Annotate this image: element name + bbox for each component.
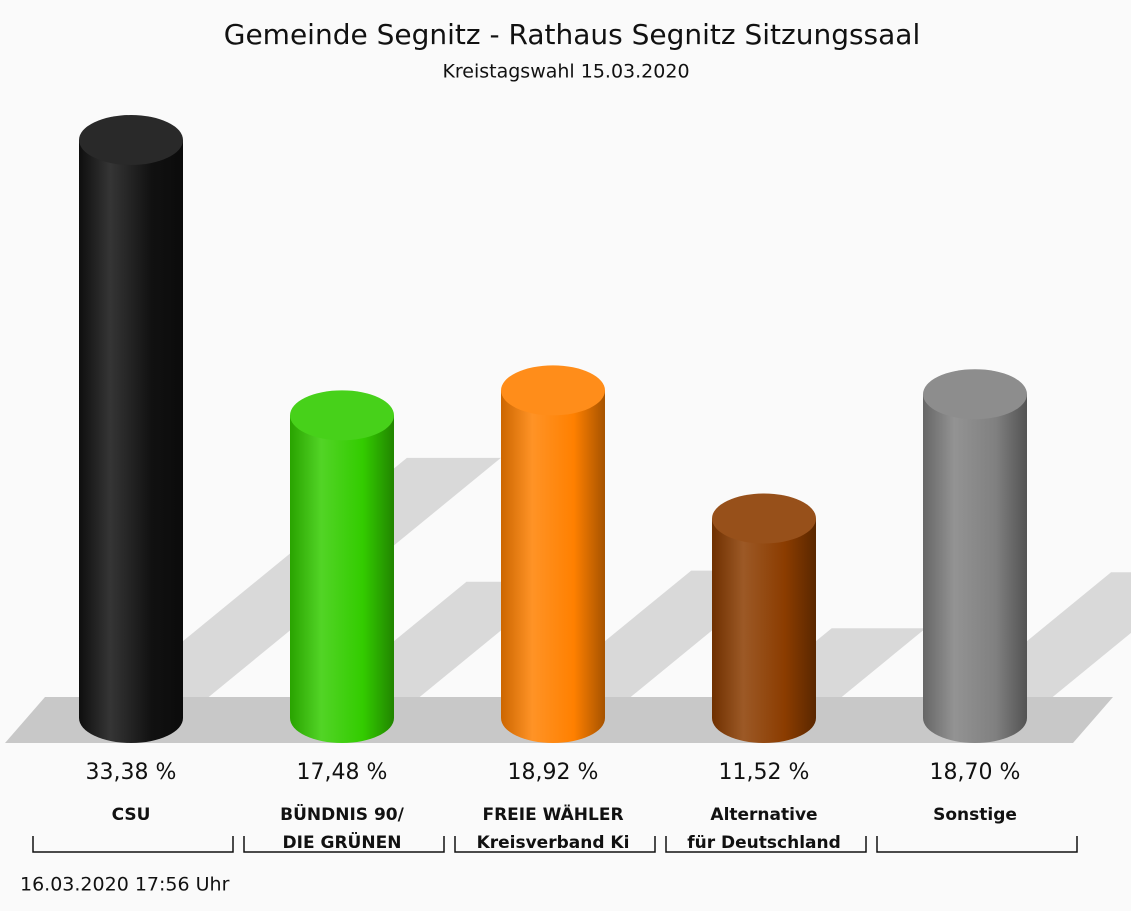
bar-top (290, 390, 394, 441)
chart-subtitle: Kreistagswahl 15.03.2020 (442, 61, 689, 83)
bar (923, 394, 1027, 743)
category-label: DIE GRÜNEN (283, 831, 402, 853)
category-bracket (665, 836, 867, 853)
bar (501, 390, 605, 743)
category-label: CSU (112, 805, 151, 825)
value-label: 18,92 % (508, 760, 599, 785)
chart-title: Gemeinde Segnitz - Rathaus Segnitz Sitzu… (224, 18, 921, 51)
category-label: Kreisverband Ki (477, 833, 630, 853)
bar (712, 518, 816, 743)
category-bracket (243, 836, 445, 853)
category-bracket (32, 836, 234, 853)
value-label: 11,52 % (719, 760, 810, 785)
bar-top (712, 493, 816, 544)
category-bracket (876, 836, 1078, 853)
category-label: für Deutschland (687, 833, 841, 853)
category-bracket (454, 836, 656, 853)
bar-top (923, 369, 1027, 420)
category-label: FREIE WÄHLER (482, 803, 623, 825)
category-label: Sonstige (933, 805, 1017, 825)
value-label: 18,70 % (930, 760, 1021, 785)
value-label: 33,38 % (86, 760, 177, 785)
bar (79, 140, 183, 743)
bar-top (501, 365, 605, 416)
category-label: Alternative (710, 805, 817, 825)
bar (290, 415, 394, 743)
footer: 16.03.2020 17:56 Uhr (20, 874, 230, 896)
value-label: 17,48 % (297, 760, 388, 785)
category-label: BÜNDNIS 90/ (280, 803, 404, 825)
bar-top (79, 115, 183, 165)
